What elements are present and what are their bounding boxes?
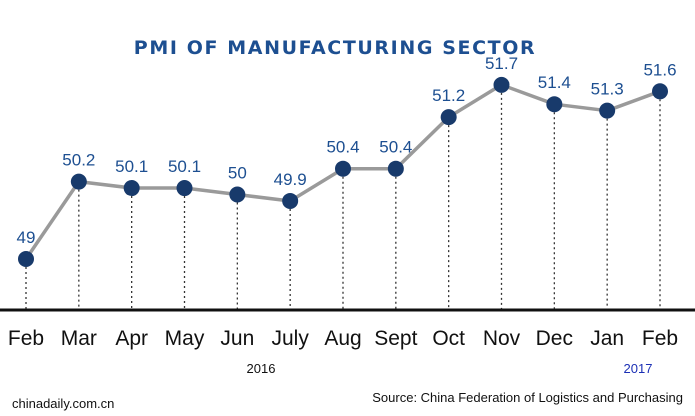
data-label-7: 50.4 <box>379 138 412 157</box>
year-label-2017: 2017 <box>624 361 653 376</box>
x-tick-7: Sept <box>374 327 417 350</box>
data-label-6: 50.4 <box>326 138 359 157</box>
data-label-5: 49.9 <box>274 170 307 189</box>
drop-lines <box>25 92 661 310</box>
data-point-3 <box>176 180 193 197</box>
data-label-1: 50.2 <box>62 151 95 170</box>
data-point-10 <box>546 96 563 113</box>
x-tick-12: Feb <box>642 327 678 350</box>
data-label-2: 50.1 <box>115 157 148 176</box>
data-label-11: 51.3 <box>591 80 624 99</box>
year-label-2016: 2016 <box>247 361 276 376</box>
x-tick-1: Mar <box>61 327 97 350</box>
data-point-4 <box>229 186 246 203</box>
data-label-0: 49 <box>17 228 36 247</box>
data-label-10: 51.4 <box>538 73 571 92</box>
chart-title: PMI OF MANUFACTURING SECTOR <box>134 37 536 59</box>
x-tick-5: July <box>271 327 309 350</box>
x-tick-3: May <box>165 327 205 350</box>
data-point-1 <box>70 173 87 190</box>
source-credit: Source: China Federation of Logistics an… <box>372 390 683 405</box>
data-point-12 <box>652 83 668 100</box>
data-points <box>18 76 668 267</box>
data-point-9 <box>493 76 510 93</box>
x-tick-6: Aug <box>324 327 361 350</box>
data-point-6 <box>335 160 351 177</box>
data-point-7 <box>387 160 404 177</box>
x-axis-ticks: Feb Mar Apr May Jun July Aug Sept Oct Nov Dec Jan Fe… <box>8 327 678 350</box>
data-labels: 49 50.2 50.1 50.1 50 49.9 50.4 50.4 51.2 51.7 51.4… <box>17 54 677 247</box>
data-point-11 <box>599 102 616 119</box>
x-tick-8: Oct <box>432 327 465 350</box>
x-tick-9: Nov <box>483 327 521 350</box>
data-label-4: 50 <box>228 164 247 183</box>
data-point-5 <box>282 192 299 209</box>
data-label-9: 51.7 <box>485 54 518 73</box>
data-label-12: 51.6 <box>643 60 676 79</box>
x-tick-2: Apr <box>115 327 148 350</box>
data-point-2 <box>123 180 140 197</box>
x-tick-10: Dec <box>536 327 573 350</box>
site-credit: chinadaily.com.cn <box>12 396 114 411</box>
data-point-0 <box>18 251 34 267</box>
x-tick-11: Jan <box>590 327 624 350</box>
x-tick-0: Feb <box>8 327 44 350</box>
x-tick-4: Jun <box>220 327 254 350</box>
data-label-8: 51.2 <box>432 86 465 105</box>
data-label-3: 50.1 <box>168 157 201 176</box>
data-point-8 <box>440 109 457 126</box>
